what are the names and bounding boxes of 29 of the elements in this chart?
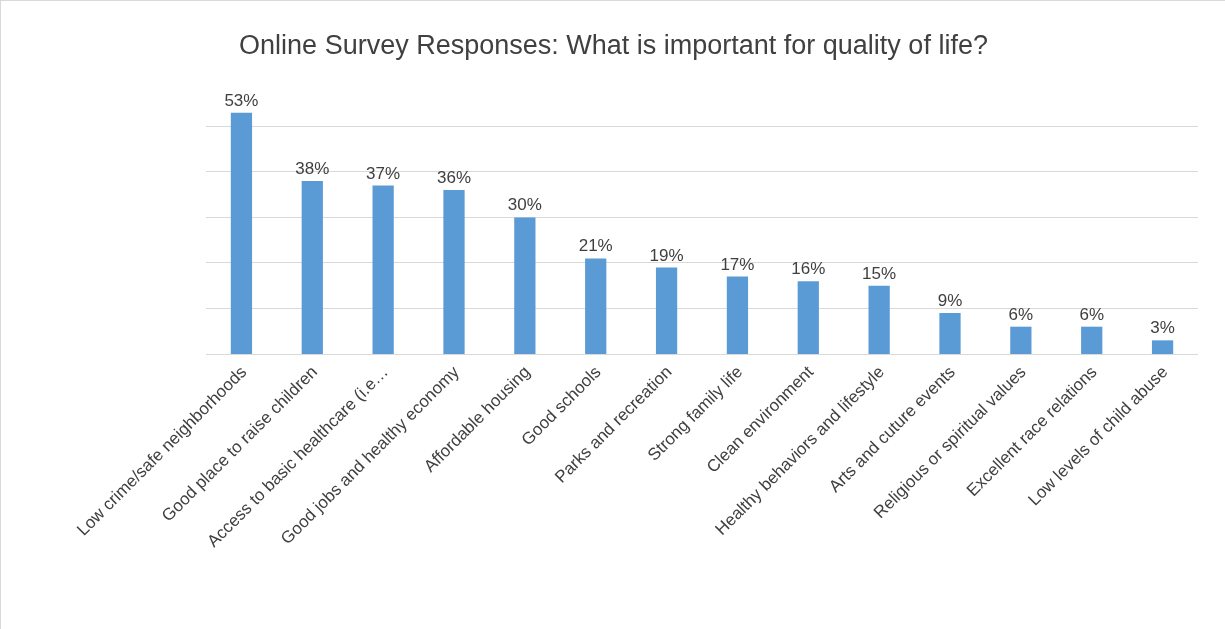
chart-title: Online Survey Responses: What is important for quality of life? [239,30,988,61]
bar [1010,326,1032,354]
bar [301,180,323,354]
data-label: 6% [1079,304,1104,324]
bar [726,276,749,354]
data-label: 9% [937,291,963,311]
data-label: 36% [436,168,472,188]
data-label: 6% [1008,304,1034,324]
data-label: 53% [224,90,259,110]
data-label: 17% [720,254,755,274]
bar [797,281,819,354]
data-label: 3% [1150,318,1175,338]
data-label: 19% [649,245,684,265]
data-label: 15% [862,263,897,283]
bar [868,285,890,354]
data-label: 38% [295,158,330,178]
bar [585,258,607,354]
data-label: 30% [507,195,542,215]
bar [655,267,678,354]
bar [230,112,253,354]
bar [939,313,961,354]
data-label: 16% [791,259,826,279]
bar [443,190,465,354]
bar [1151,340,1174,354]
bar [514,217,536,354]
data-label: 37% [366,163,401,183]
bar [1081,326,1103,354]
data-label: 21% [578,236,613,256]
bar [372,185,394,354]
